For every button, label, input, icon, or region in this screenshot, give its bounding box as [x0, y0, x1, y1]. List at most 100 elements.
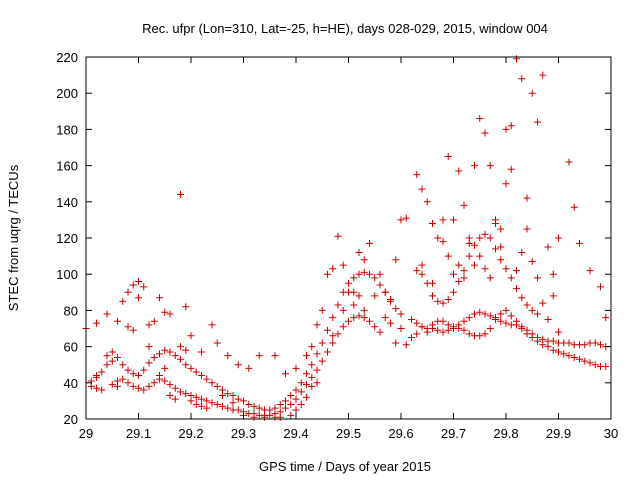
data-point: [145, 382, 153, 390]
data-point: [492, 220, 499, 228]
data-point: [434, 297, 442, 305]
data-point: [161, 346, 169, 354]
data-point: [208, 379, 216, 387]
x-tick-label: 30: [604, 426, 618, 441]
data-point: [565, 158, 573, 166]
data-point: [586, 267, 594, 275]
data-point: [570, 203, 578, 211]
data-point: [534, 274, 541, 282]
data-point: [376, 270, 384, 278]
data-point: [387, 319, 394, 327]
data-point: [381, 288, 389, 296]
data-point: [350, 274, 358, 282]
data-point: [539, 299, 547, 307]
data-point: [366, 239, 373, 247]
data-point: [292, 386, 300, 394]
y-tick-label: 120: [56, 231, 78, 246]
data-point: [292, 364, 300, 372]
data-point: [586, 359, 594, 367]
data-point: [271, 352, 279, 360]
data-point: [397, 325, 405, 332]
data-point: [203, 404, 211, 412]
data-point: [219, 402, 226, 410]
data-point: [392, 305, 400, 313]
data-point: [476, 234, 484, 242]
data-point: [418, 185, 426, 193]
data-point: [465, 239, 473, 247]
data-point: [497, 317, 505, 325]
data-point: [318, 357, 326, 365]
y-axis-label: STEC from uqrg / TECUs: [6, 164, 21, 311]
data-point: [250, 402, 258, 410]
data-point: [444, 153, 452, 161]
data-point: [282, 370, 289, 378]
y-tick-label: 200: [56, 86, 78, 101]
data-point: [261, 413, 268, 421]
data-point: [308, 343, 316, 351]
data-point: [145, 359, 153, 367]
data-point: [434, 326, 442, 334]
data-point: [492, 315, 499, 323]
data-point: [450, 216, 457, 224]
data-point: [371, 323, 379, 331]
data-point: [287, 401, 295, 409]
data-point: [187, 364, 195, 372]
data-point: [276, 401, 284, 409]
data-point: [355, 292, 363, 300]
data-point: [119, 361, 127, 369]
data-point: [460, 201, 468, 209]
data-point: [549, 346, 557, 354]
data-point: [282, 397, 289, 405]
data-point: [318, 306, 326, 314]
data-point: [114, 317, 121, 325]
data-point: [402, 341, 410, 349]
data-point: [549, 292, 557, 300]
data-point: [324, 326, 331, 334]
data-point: [429, 292, 436, 300]
data-point: [523, 326, 531, 334]
data-point: [203, 397, 211, 405]
data-point: [124, 366, 132, 374]
data-point: [486, 312, 494, 320]
data-point: [534, 334, 541, 342]
data-point: [371, 292, 379, 300]
data-point: [198, 348, 205, 356]
data-point: [413, 171, 421, 179]
data-point: [502, 265, 510, 273]
data-point: [135, 277, 142, 285]
data-point: [539, 71, 547, 79]
data-point: [360, 314, 368, 322]
data-point: [450, 323, 457, 331]
data-point: [507, 274, 515, 282]
data-point: [297, 401, 305, 409]
data-point: [308, 373, 316, 381]
data-point: [534, 310, 541, 318]
data-point: [502, 319, 510, 327]
data-point: [471, 310, 478, 318]
data-point: [507, 165, 515, 173]
data-point: [329, 314, 337, 322]
x-tick-label: 29.1: [126, 426, 151, 441]
data-point: [439, 299, 447, 307]
data-point: [434, 234, 442, 242]
data-point: [481, 129, 489, 137]
data-point: [465, 314, 473, 322]
data-point: [198, 402, 205, 410]
data-point: [119, 297, 127, 305]
data-point: [366, 317, 373, 325]
data-point: [150, 317, 158, 325]
data-point: [213, 382, 221, 390]
data-point: [418, 323, 426, 331]
data-point: [329, 332, 337, 340]
data-point: [303, 381, 310, 389]
data-point: [429, 220, 436, 228]
data-point: [98, 386, 106, 394]
data-point: [397, 216, 405, 224]
data-point: [576, 239, 583, 247]
data-point: [135, 372, 142, 380]
data-point: [450, 270, 457, 278]
data-point: [602, 314, 610, 322]
data-point: [381, 314, 389, 322]
data-point: [145, 321, 153, 329]
data-point: [497, 310, 505, 318]
